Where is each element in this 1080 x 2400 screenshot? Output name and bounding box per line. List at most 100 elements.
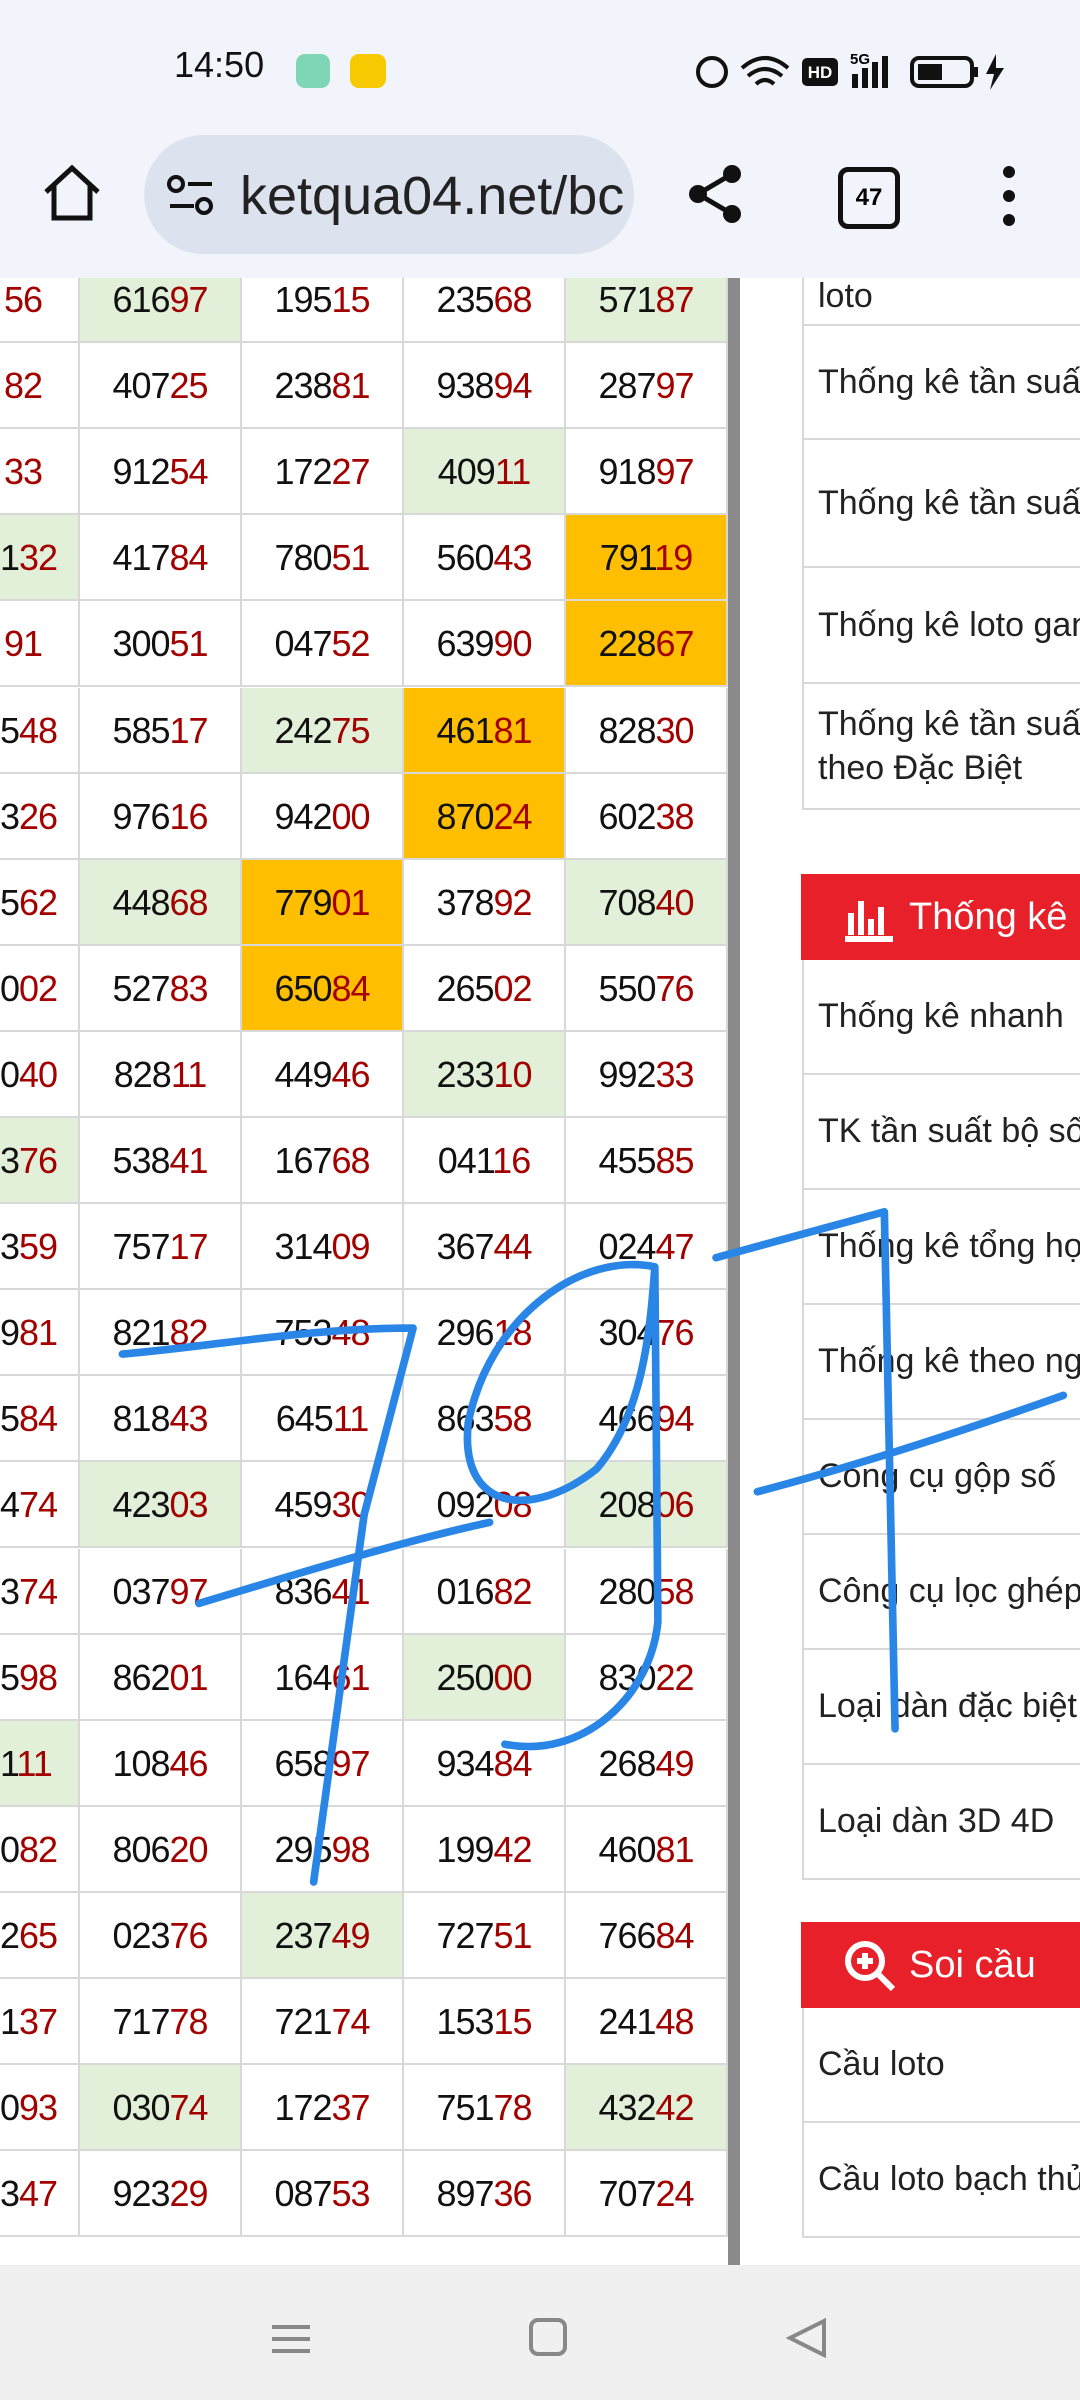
result-cell: 24148	[566, 1979, 728, 2066]
sidebar-link[interactable]: Thống kê theo ngày	[802, 1305, 1080, 1420]
site-settings[interactable]	[166, 173, 216, 217]
result-cell: 10846	[80, 1720, 242, 1807]
result-cell: 75717	[80, 1204, 242, 1291]
result-cell: 08753	[242, 2151, 404, 2238]
partial-cell: 33	[0, 429, 80, 516]
home[interactable]	[529, 2318, 567, 2356]
sidebar-link[interactable]: Công cụ gộp số	[802, 1420, 1080, 1535]
partial-cell: 132	[0, 515, 80, 602]
result-cell: 87024	[404, 773, 566, 860]
section-icon	[845, 901, 893, 942]
network: 5G	[850, 51, 870, 68]
result-cell: 04116	[404, 1118, 566, 1205]
result-cell: 03797	[80, 1548, 242, 1635]
result-cell: 16461	[242, 1634, 404, 1721]
result-cell: 37892	[404, 859, 566, 946]
result-cell: 55076	[566, 945, 728, 1032]
address-bar[interactable]: ketqua04.net/bc	[144, 135, 634, 254]
partial-cell: 598	[0, 1634, 80, 1721]
partial-cell: 326	[0, 773, 80, 860]
section-header: Thống kê	[801, 874, 1080, 960]
result-cell: 45930	[242, 1462, 404, 1549]
result-cell: 82811	[80, 1031, 242, 1118]
result-cell: 28058	[566, 1548, 728, 1635]
result-cell: 65897	[242, 1720, 404, 1807]
back[interactable]	[785, 2317, 826, 2359]
partial-cell: 347	[0, 2151, 80, 2238]
share-button[interactable]	[684, 162, 748, 226]
result-cell: 40725	[80, 343, 242, 430]
app-icon	[350, 54, 386, 88]
partial-cell: 91	[0, 601, 80, 688]
result-cell: 75178	[404, 2065, 566, 2152]
partial-cell: 981	[0, 1290, 80, 1377]
result-cell: 31409	[242, 1204, 404, 1291]
partial-cell: 137	[0, 1979, 80, 2066]
result-cell: 45585	[566, 1118, 728, 1205]
result-cell: 44868	[80, 859, 242, 946]
result-cell: 43242	[566, 2065, 728, 2152]
result-cell: 65084	[242, 945, 404, 1032]
sidebar-link[interactable]: Thống kê nhanh	[802, 960, 1080, 1075]
sidebar-link[interactable]: Thống kê tần suất theo Đặc Biệt	[802, 684, 1080, 810]
sidebar-link[interactable]: Cầu loto bạch thủ	[802, 2123, 1080, 2238]
result-cell: 46181	[404, 687, 566, 774]
sidebar-link[interactable]: Thống kê tổng hợp	[802, 1190, 1080, 1305]
partial-cell: 359	[0, 1204, 80, 1291]
result-cell: 02447	[566, 1204, 728, 1291]
result-cell: 80620	[80, 1806, 242, 1893]
url: ketqua04.net/bc	[240, 166, 625, 226]
sidebar-link[interactable]: Cầu loto	[802, 2008, 1080, 2123]
result-cell: 91897	[566, 429, 728, 516]
sidebar-link[interactable]: Loại dàn đặc biệt	[802, 1650, 1080, 1765]
sidebar-link[interactable]: Thống kê tần suất	[802, 326, 1080, 440]
result-cell: 44946	[242, 1031, 404, 1118]
result-cell: 25000	[404, 1634, 566, 1721]
result-cell: 86358	[404, 1376, 566, 1463]
result-cell: 02376	[80, 1892, 242, 1979]
result-cell: 94200	[242, 773, 404, 860]
result-cell: 61697	[80, 278, 242, 344]
result-cell: 30051	[80, 601, 242, 688]
result-cell: 97616	[80, 773, 242, 860]
result-cell: 83022	[566, 1634, 728, 1721]
scrollbar	[728, 278, 740, 2265]
partial-cell: 82	[0, 343, 80, 430]
sidebar-link[interactable]: Thống kê tần suất	[802, 440, 1080, 568]
result-cell: 72174	[242, 1979, 404, 2066]
result-cell: 91254	[80, 429, 242, 516]
result-cell: 15315	[404, 1979, 566, 2066]
result-cell: 53841	[80, 1118, 242, 1205]
section-title: Thống kê	[909, 895, 1068, 938]
hd: HD	[808, 63, 833, 82]
result-cell: 81843	[80, 1376, 242, 1463]
partial-cell: 111	[0, 1720, 80, 1807]
result-cell: 23568	[404, 278, 566, 344]
menu-button[interactable]	[994, 164, 1024, 228]
sidebar-link[interactable]: TK tần suất bộ số	[802, 1075, 1080, 1190]
status-icons: HD 5G	[696, 51, 1004, 90]
sidebar-link[interactable]: Thống kê loto gan	[802, 568, 1080, 684]
partial-cell: 374	[0, 1548, 80, 1635]
result-cell: 17227	[242, 429, 404, 516]
result-cell: 19942	[404, 1806, 566, 1893]
tab-count[interactable]: 47	[838, 167, 900, 229]
result-cell: 72751	[404, 1892, 566, 1979]
recent-apps[interactable]	[272, 2325, 310, 2353]
result-cell: 03074	[80, 2065, 242, 2152]
sidebar-link[interactable]: loto	[802, 278, 1080, 326]
sidebar-link[interactable]: Công cụ lọc ghép	[802, 1535, 1080, 1650]
result-cell: 20806	[566, 1462, 728, 1549]
result-cell: 77901	[242, 859, 404, 946]
partial-cell: 584	[0, 1376, 80, 1463]
result-cell: 56043	[404, 515, 566, 602]
result-cell: 78051	[242, 515, 404, 602]
home-button[interactable]	[40, 160, 104, 224]
result-cell: 89736	[404, 2151, 566, 2238]
result-cell: 17237	[242, 2065, 404, 2152]
result-cell: 09208	[404, 1462, 566, 1549]
result-cell: 42303	[80, 1462, 242, 1549]
sidebar-link[interactable]: Loại dàn 3D 4D	[802, 1765, 1080, 1880]
